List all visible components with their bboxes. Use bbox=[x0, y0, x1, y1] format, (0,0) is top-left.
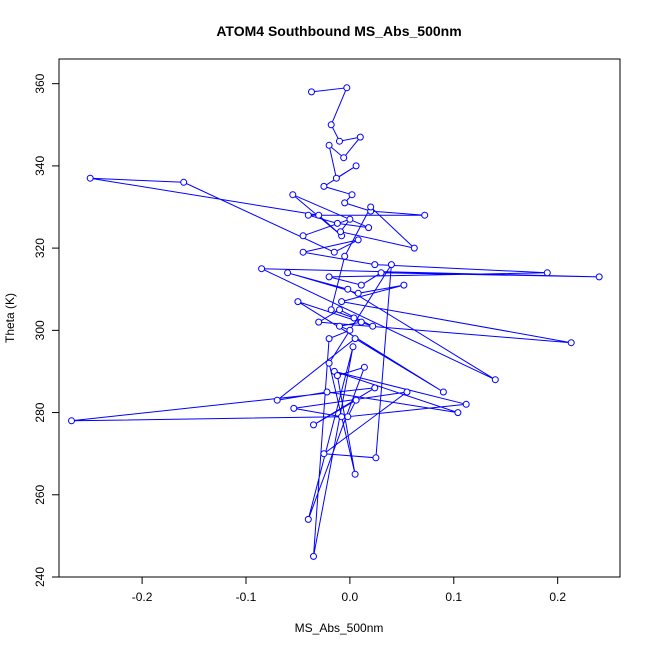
data-point bbox=[258, 265, 266, 273]
data-point bbox=[351, 335, 359, 343]
data-point bbox=[315, 211, 323, 219]
data-point bbox=[356, 133, 364, 141]
data-point bbox=[454, 409, 462, 417]
data-point bbox=[357, 318, 365, 326]
data-point bbox=[180, 178, 188, 186]
series-line bbox=[71, 87, 600, 557]
data-point bbox=[325, 141, 333, 149]
data-point bbox=[340, 154, 348, 162]
data-point bbox=[352, 396, 360, 404]
x-tick-label: -0.2 bbox=[132, 590, 153, 604]
data-point bbox=[284, 269, 292, 277]
x-axis-label: MS_Abs_500nm bbox=[295, 621, 384, 635]
data-point bbox=[346, 215, 354, 223]
y-tick-label: 360 bbox=[33, 73, 47, 93]
data-point bbox=[327, 306, 335, 314]
data-point bbox=[371, 261, 379, 269]
data-point bbox=[315, 318, 323, 326]
plot-frame bbox=[58, 58, 621, 578]
data-point bbox=[308, 88, 315, 96]
chart-title: ATOM4 Southbound MS_Abs_500nm bbox=[216, 23, 461, 39]
x-tick-label: 0.1 bbox=[445, 590, 462, 604]
data-point bbox=[338, 413, 346, 421]
x-tick-label: -0.1 bbox=[236, 590, 257, 604]
data-point bbox=[273, 396, 281, 404]
data-point bbox=[372, 454, 380, 462]
data-point bbox=[310, 552, 317, 560]
data-point bbox=[333, 372, 341, 380]
y-tick-label: 340 bbox=[33, 156, 47, 176]
data-point bbox=[403, 388, 411, 396]
data-point bbox=[367, 203, 375, 211]
y-axis: 240 260 280 300 320 340 360 bbox=[33, 73, 59, 587]
data-point bbox=[68, 417, 75, 425]
data-point bbox=[348, 191, 356, 199]
data-point bbox=[325, 359, 333, 367]
data-point bbox=[595, 273, 603, 281]
data-point bbox=[310, 421, 317, 429]
data-point bbox=[86, 174, 94, 182]
data-point bbox=[327, 121, 335, 129]
y-tick-label: 320 bbox=[33, 238, 47, 258]
data-point bbox=[371, 384, 379, 392]
data-point bbox=[336, 322, 343, 330]
data-point bbox=[349, 343, 357, 351]
data-point bbox=[290, 404, 298, 412]
data-point bbox=[567, 339, 575, 347]
x-tick-label: 0.0 bbox=[342, 590, 359, 604]
y-tick-label: 300 bbox=[33, 320, 47, 340]
data-point bbox=[343, 84, 351, 92]
y-axis-label: Theta (K) bbox=[3, 293, 17, 343]
data-point bbox=[344, 413, 352, 421]
data-point bbox=[320, 182, 328, 190]
data-point bbox=[320, 450, 328, 458]
data-point bbox=[369, 322, 377, 330]
data-point bbox=[410, 244, 418, 252]
data-point bbox=[357, 281, 365, 289]
y-tick-label: 260 bbox=[33, 484, 47, 504]
plot-area bbox=[68, 84, 603, 560]
data-point bbox=[294, 298, 302, 306]
data-point bbox=[336, 137, 343, 145]
data-point bbox=[421, 211, 429, 219]
data-point bbox=[341, 199, 349, 207]
data-point bbox=[400, 281, 408, 289]
data-point bbox=[304, 515, 312, 523]
data-point bbox=[377, 269, 385, 277]
data-point bbox=[330, 248, 338, 256]
data-point bbox=[338, 298, 346, 306]
data-point bbox=[351, 470, 359, 478]
data-point bbox=[304, 211, 312, 219]
data-point bbox=[341, 252, 349, 260]
data-point bbox=[350, 314, 358, 322]
data-point bbox=[346, 326, 354, 334]
data-point bbox=[336, 306, 343, 314]
data-point bbox=[325, 273, 333, 281]
x-axis: -0.2 -0.1 0.0 0.1 0.2 bbox=[132, 577, 566, 604]
data-point bbox=[344, 285, 352, 293]
data-point bbox=[352, 162, 360, 170]
data-point bbox=[365, 224, 373, 232]
data-point bbox=[439, 388, 447, 396]
y-tick-label: 240 bbox=[33, 567, 47, 587]
data-point bbox=[387, 261, 395, 269]
data-point bbox=[337, 228, 344, 236]
data-point bbox=[543, 269, 551, 277]
data-point bbox=[289, 191, 297, 199]
data-point bbox=[325, 335, 333, 343]
data-point bbox=[360, 363, 368, 371]
data-point bbox=[299, 248, 307, 256]
x-tick-label: 0.2 bbox=[549, 590, 566, 604]
data-point bbox=[299, 232, 307, 240]
y-tick-label: 280 bbox=[33, 402, 47, 422]
data-point bbox=[462, 400, 470, 408]
data-point bbox=[491, 376, 499, 384]
data-point bbox=[333, 219, 341, 227]
data-point bbox=[323, 388, 331, 396]
data-point bbox=[354, 289, 362, 297]
data-point bbox=[332, 174, 340, 182]
data-point bbox=[354, 236, 362, 244]
